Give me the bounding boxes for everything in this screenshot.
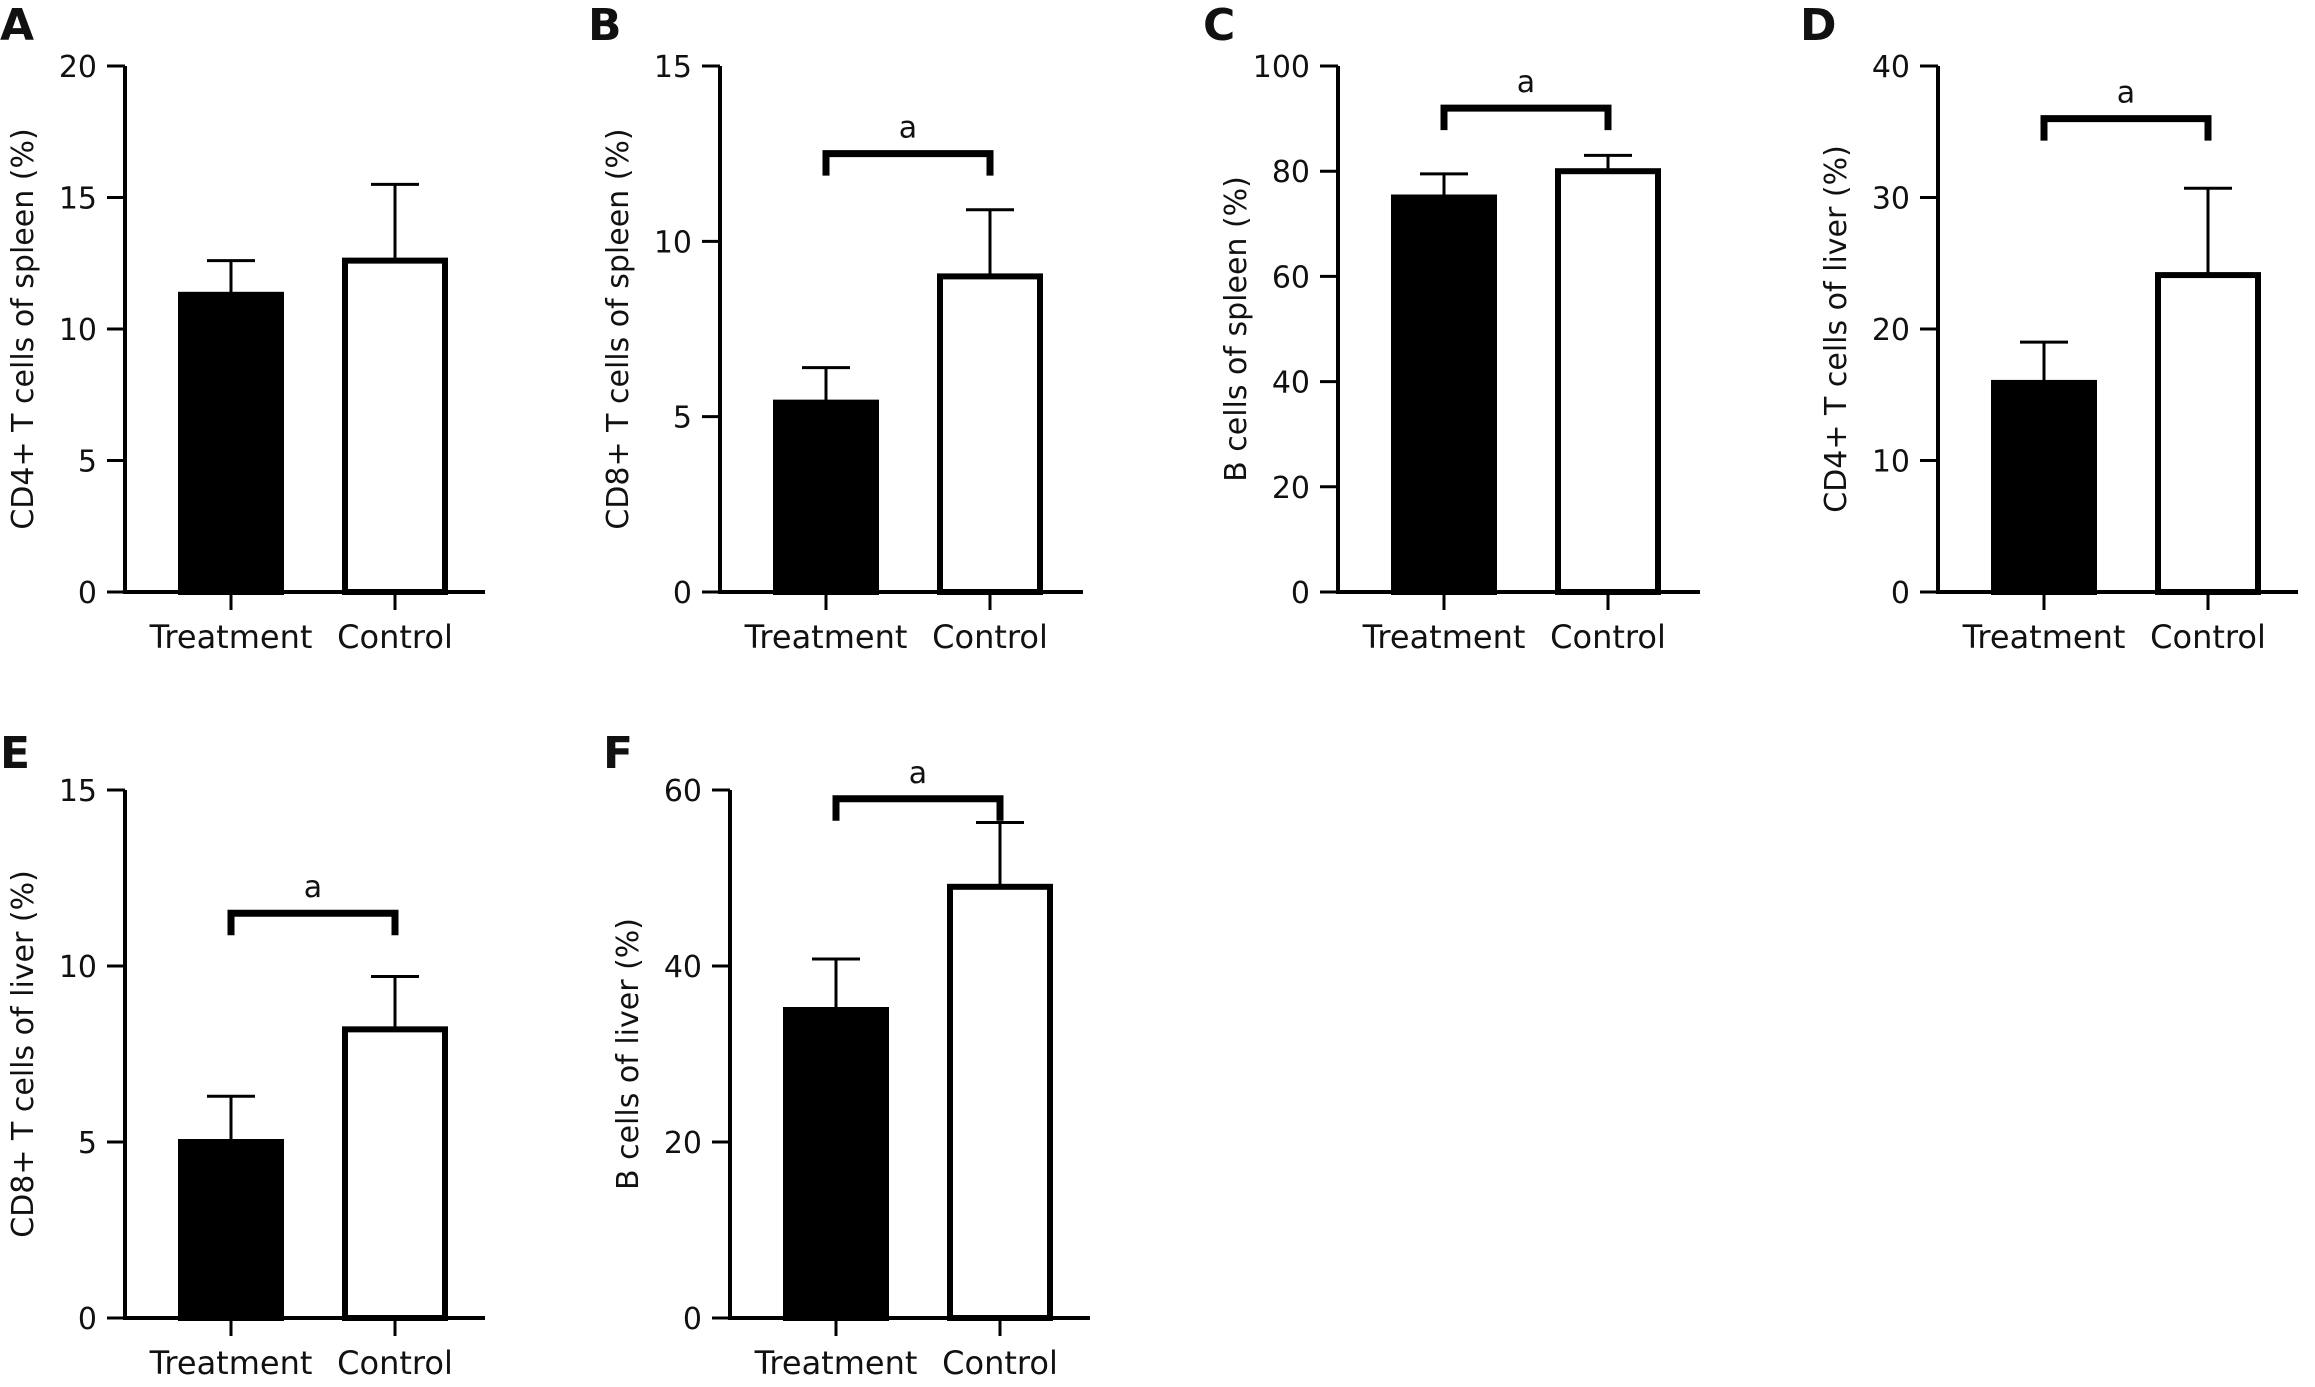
panel-letter: B: [588, 0, 622, 51]
x-category-label: Treatment: [149, 1344, 313, 1382]
bar-treatment: [773, 399, 879, 596]
y-axis-title: B cells of spleen (%): [1219, 176, 1254, 482]
y-tick-label: 5: [78, 445, 97, 480]
y-axis-title: B cells of liver (%): [611, 918, 646, 1190]
y-tick-label: 5: [78, 1126, 97, 1161]
chart-panel-d: D 0 10 20 30 40 CD4+ T cells of liver (%) Treat…: [1800, 0, 2298, 656]
y-axis-title: CD4+ T cells of spleen (%): [6, 128, 41, 529]
chart-panel-e: E 0 5 10 15 CD8+ T cells of liver (%) Treatmen…: [0, 728, 485, 1382]
x-category-label: Control: [932, 618, 1048, 656]
bar-control: [342, 1026, 448, 1321]
bar-treatment: [783, 1007, 889, 1321]
y-tick-label: 60: [1272, 260, 1310, 295]
bar-treatment: [1991, 379, 2097, 596]
y-tick-label: 0: [78, 1302, 97, 1337]
y-axis-title: CD8+ T cells of spleen (%): [601, 128, 636, 529]
y-tick-label: 40: [664, 950, 702, 985]
chart-panel-b: B 0 5 10 15 CD8+ T cells of spleen (%) Treatme…: [588, 0, 1083, 656]
significance-bracket: [1440, 104, 1612, 131]
y-tick-label: 15: [59, 182, 97, 217]
y-axis-title: CD8+ T cells of liver (%): [6, 870, 41, 1238]
bar-control: [947, 883, 1053, 1321]
y-tick-label: 0: [1891, 576, 1910, 611]
chart-panel-f: F 0 20 40 60 B cells of liver (%) Treatment Con…: [603, 728, 1090, 1382]
y-tick-label: 0: [78, 576, 97, 611]
bar-treatment: [1391, 194, 1497, 595]
y-tick-label: 20: [664, 1126, 702, 1161]
x-category-label: Control: [337, 618, 453, 656]
y-tick-label: 100: [1253, 50, 1310, 85]
x-category-label: Control: [2150, 618, 2266, 656]
panel-letter: F: [603, 728, 633, 779]
bar-treatment: [178, 1139, 284, 1321]
y-tick-label: 10: [59, 313, 97, 348]
y-tick-label: 10: [1872, 445, 1910, 480]
y-tick-label: 15: [59, 774, 97, 809]
x-category-label: Control: [1550, 618, 1666, 656]
significance-label: a: [304, 870, 322, 905]
x-category-label: Treatment: [744, 618, 908, 656]
y-tick-label: 5: [673, 401, 692, 436]
x-category-label: Control: [337, 1344, 453, 1382]
y-tick-label: 0: [673, 576, 692, 611]
significance-bracket: [832, 795, 1004, 821]
y-tick-label: 30: [1872, 182, 1910, 217]
panel-letter: D: [1800, 0, 1837, 51]
y-axis-title: CD4+ T cells of liver (%): [1819, 145, 1854, 513]
y-tick-label: 20: [59, 50, 97, 85]
bar-control: [937, 273, 1043, 595]
significance-label: a: [899, 111, 917, 146]
bar-control: [1555, 168, 1661, 595]
y-tick-label: 10: [654, 225, 692, 260]
x-category-label: Treatment: [754, 1344, 918, 1382]
panel-letter: A: [0, 0, 34, 51]
chart-panel-c: C 0 20 40 60 80 100 B cells of spleen (%) Treatm…: [1203, 0, 1700, 656]
bar-control: [2155, 272, 2261, 595]
significance-label: a: [2117, 76, 2135, 111]
panel-letter: E: [0, 728, 30, 779]
y-tick-label: 20: [1272, 471, 1310, 506]
y-tick-label: 10: [59, 950, 97, 985]
x-category-label: Treatment: [149, 618, 313, 656]
y-tick-label: 15: [654, 50, 692, 85]
significance-label: a: [909, 756, 927, 791]
bar-control: [342, 257, 448, 595]
x-category-label: Control: [942, 1344, 1058, 1382]
bar-treatment: [178, 291, 284, 595]
significance-label: a: [1517, 65, 1535, 100]
x-category-label: Treatment: [1362, 618, 1526, 656]
significance-bracket: [822, 150, 994, 176]
chart-panel-a: A 0 5 10 15 20 CD4+ T cells of spleen (%) Treat…: [0, 0, 485, 656]
x-category-label: Treatment: [1962, 618, 2126, 656]
y-tick-label: 40: [1272, 366, 1310, 401]
significance-bracket: [227, 909, 399, 936]
y-tick-label: 80: [1272, 155, 1310, 190]
y-tick-label: 60: [664, 774, 702, 809]
significance-bracket: [2040, 115, 2212, 141]
y-tick-label: 0: [1291, 576, 1310, 611]
y-tick-label: 20: [1872, 313, 1910, 348]
y-tick-label: 40: [1872, 50, 1910, 85]
panel-letter: C: [1203, 0, 1235, 51]
y-tick-label: 0: [683, 1302, 702, 1337]
